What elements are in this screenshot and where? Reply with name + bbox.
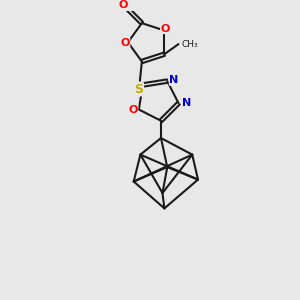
Text: O: O bbox=[120, 38, 130, 48]
Text: O: O bbox=[161, 24, 170, 34]
Text: N: N bbox=[169, 75, 178, 85]
Text: O: O bbox=[118, 0, 128, 10]
Text: N: N bbox=[182, 98, 191, 108]
Text: S: S bbox=[134, 83, 143, 96]
Text: O: O bbox=[128, 104, 138, 115]
Text: CH₃: CH₃ bbox=[181, 40, 198, 49]
